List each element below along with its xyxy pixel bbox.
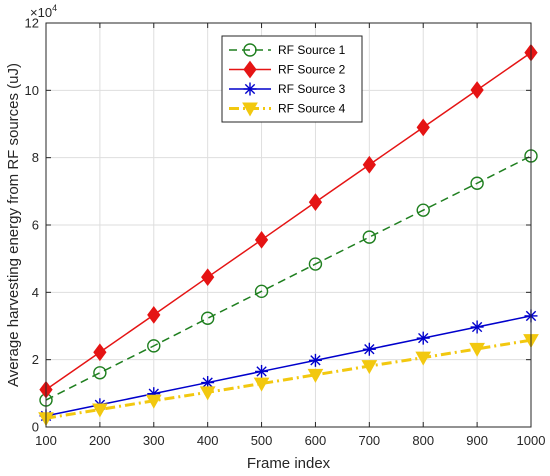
data-point xyxy=(470,81,484,99)
legend-marker xyxy=(242,102,258,117)
data-point xyxy=(308,353,322,367)
data-point xyxy=(416,331,430,345)
legend-label: RF Source 1 xyxy=(278,43,346,57)
x-tick-label: 300 xyxy=(143,433,165,448)
data-point xyxy=(470,320,484,334)
data-point xyxy=(362,155,376,174)
data-point xyxy=(93,366,107,380)
x-tick-label: 400 xyxy=(197,433,219,448)
data-point xyxy=(147,339,161,353)
legend-label: RF Source 3 xyxy=(278,82,346,96)
y-tick-label: 4 xyxy=(32,285,39,300)
data-point xyxy=(470,176,484,190)
series-line xyxy=(45,338,532,420)
data-point xyxy=(200,311,215,325)
series-2 xyxy=(39,43,538,399)
series-line xyxy=(45,315,532,417)
data-point xyxy=(255,364,269,378)
data-point xyxy=(415,351,432,366)
legend-marker xyxy=(243,82,257,96)
legend-item: RF Source 1 xyxy=(229,43,346,57)
x-tick-label: 200 xyxy=(89,433,111,448)
data-point xyxy=(254,230,269,249)
data-point xyxy=(307,368,324,383)
y-tick-label: 6 xyxy=(32,218,39,233)
data-point xyxy=(147,306,161,324)
series-3 xyxy=(39,309,538,423)
legend-label: RF Source 2 xyxy=(278,63,346,77)
y-axis-exponent: ×104 xyxy=(30,3,57,20)
y-tick-label: 8 xyxy=(32,150,39,165)
y-axis-exponent-power: 4 xyxy=(52,3,57,13)
ticks xyxy=(45,22,532,428)
data-point xyxy=(361,360,378,375)
x-tick-label: 900 xyxy=(466,433,488,448)
x-tick-label: 800 xyxy=(412,433,434,448)
legend-item: RF Source 2 xyxy=(229,60,346,79)
legend-item: RF Source 4 xyxy=(229,102,346,117)
y-tick-label: 10 xyxy=(25,83,39,98)
data-point xyxy=(201,268,215,287)
series-line xyxy=(45,52,532,391)
data-point xyxy=(362,342,376,356)
legend-label: RF Source 4 xyxy=(278,102,346,116)
data-point xyxy=(416,118,430,137)
y-tick-label: 0 xyxy=(32,420,39,435)
y-tick-label: 2 xyxy=(32,352,39,367)
y-tick-label: 12 xyxy=(25,16,39,31)
data-point xyxy=(308,257,323,271)
legend-marker xyxy=(243,60,257,79)
x-tick-label: 500 xyxy=(251,433,273,448)
x-tick-label: 100 xyxy=(35,433,57,448)
series-layer xyxy=(38,43,539,427)
data-point xyxy=(199,386,216,401)
x-tick-label: 600 xyxy=(305,433,327,448)
data-point xyxy=(253,377,270,392)
data-point xyxy=(254,284,269,299)
y-axis-exponent-base: ×10 xyxy=(30,5,52,20)
data-point xyxy=(469,342,485,357)
legend-item: RF Source 3 xyxy=(229,82,346,96)
legend-marker xyxy=(243,43,257,57)
data-point xyxy=(93,343,107,362)
data-point xyxy=(416,203,430,217)
data-point xyxy=(308,193,323,211)
x-tick-label: 1000 xyxy=(517,433,546,448)
tick-labels: 100 200 300 400 500 600 700 800 900 1000 0 2 4 6 8 10 12 xyxy=(25,16,546,449)
series-1 xyxy=(39,149,538,407)
y-axis-label: Average harvesting energy from RF source… xyxy=(5,63,22,387)
legend: RF Source 1 RF Source 2 RF Source 3 RF Sour… xyxy=(221,35,363,123)
x-tick-label: 700 xyxy=(358,433,380,448)
data-point xyxy=(145,394,162,409)
x-axis-label: Frame index xyxy=(247,455,331,472)
data-point xyxy=(362,230,377,244)
data-point xyxy=(92,403,108,418)
